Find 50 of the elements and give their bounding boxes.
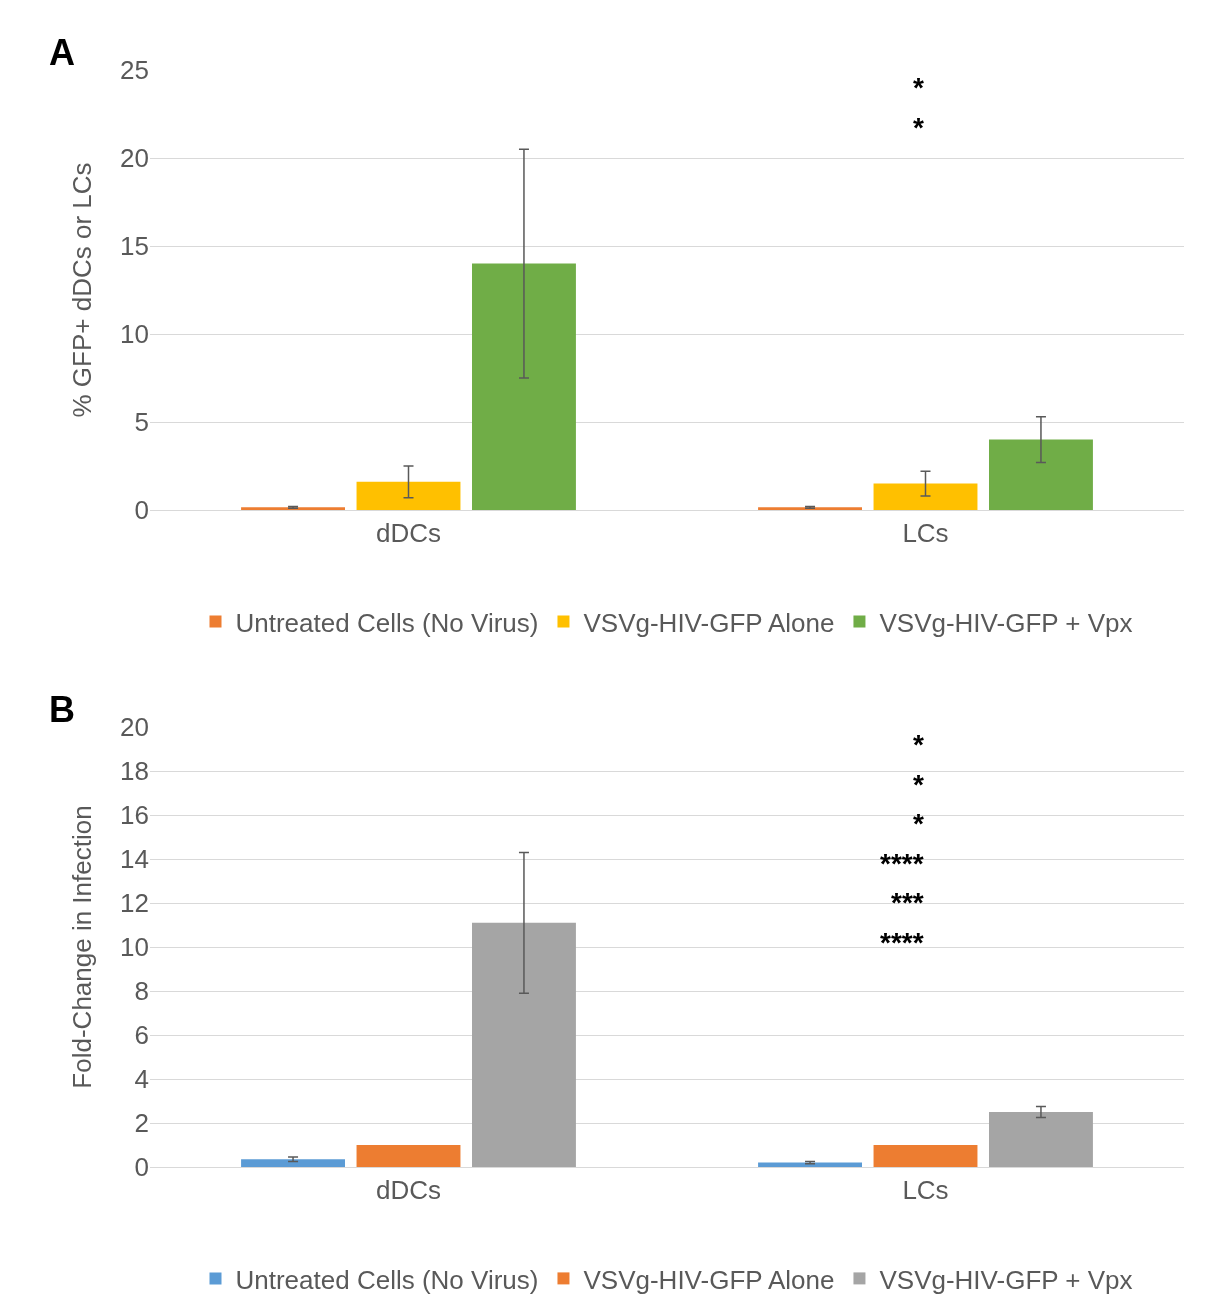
y-tick-label: 0 [134, 495, 149, 526]
text: B [49, 689, 75, 730]
y-tick-label: 6 [134, 1020, 149, 1051]
bar [758, 507, 862, 510]
annotation: **** [880, 848, 924, 879]
y-tick-label: 16 [120, 800, 149, 831]
y-tick-label: 10 [120, 319, 149, 350]
annotation: * [913, 729, 924, 760]
y-axis-title: % GFP+ dDCs or LCs [67, 162, 98, 418]
x-tick-label: LCs [902, 518, 949, 549]
y-tick-label: 5 [134, 407, 149, 438]
y-tick-label: 20 [120, 143, 149, 174]
bar [241, 1159, 345, 1167]
annotation: * [913, 769, 924, 800]
bar [472, 922, 576, 1167]
y-tick-label: 10 [120, 932, 149, 963]
bar [873, 1145, 978, 1167]
y-tick-label: 2 [134, 1108, 149, 1139]
bar [356, 481, 461, 510]
x-tick-label: dDCs [375, 518, 442, 549]
bar [989, 439, 1093, 510]
x-tick-label: LCs [902, 1175, 949, 1206]
y-tick-label: 20 [120, 712, 149, 743]
annotation: *** [891, 887, 924, 918]
y-axis-title: Fold-Change in Infection [67, 805, 98, 1089]
annotation: **** [880, 927, 924, 958]
bar [873, 483, 978, 510]
bar [356, 1145, 461, 1167]
text: A [49, 32, 75, 73]
legend-label: VSVg-HIV-GFP + Vpx [879, 607, 1133, 638]
annotation: * [913, 112, 924, 143]
legend-label: VSVg-HIV-GFP + Vpx [879, 1264, 1133, 1295]
annotation: * [913, 808, 924, 839]
bar [989, 1112, 1093, 1167]
y-tick-label: 14 [120, 844, 149, 875]
y-tick-label: 0 [134, 1152, 149, 1183]
y-tick-label: 8 [134, 976, 149, 1007]
legend-label: VSVg-HIV-GFP Alone [583, 1264, 835, 1295]
x-tick-label: dDCs [375, 1175, 442, 1206]
legend-label: VSVg-HIV-GFP Alone [583, 607, 835, 638]
y-tick-label: 18 [120, 756, 149, 787]
annotation: * [913, 72, 924, 103]
y-tick-label: 4 [134, 1064, 149, 1095]
bar [472, 263, 576, 510]
bar [241, 507, 345, 510]
legend-label: Untreated Cells (No Virus) [235, 607, 539, 638]
y-tick-label: 25 [120, 55, 149, 86]
y-tick-label: 15 [120, 231, 149, 262]
legend-label: Untreated Cells (No Virus) [235, 1264, 539, 1295]
y-tick-label: 12 [120, 888, 149, 919]
